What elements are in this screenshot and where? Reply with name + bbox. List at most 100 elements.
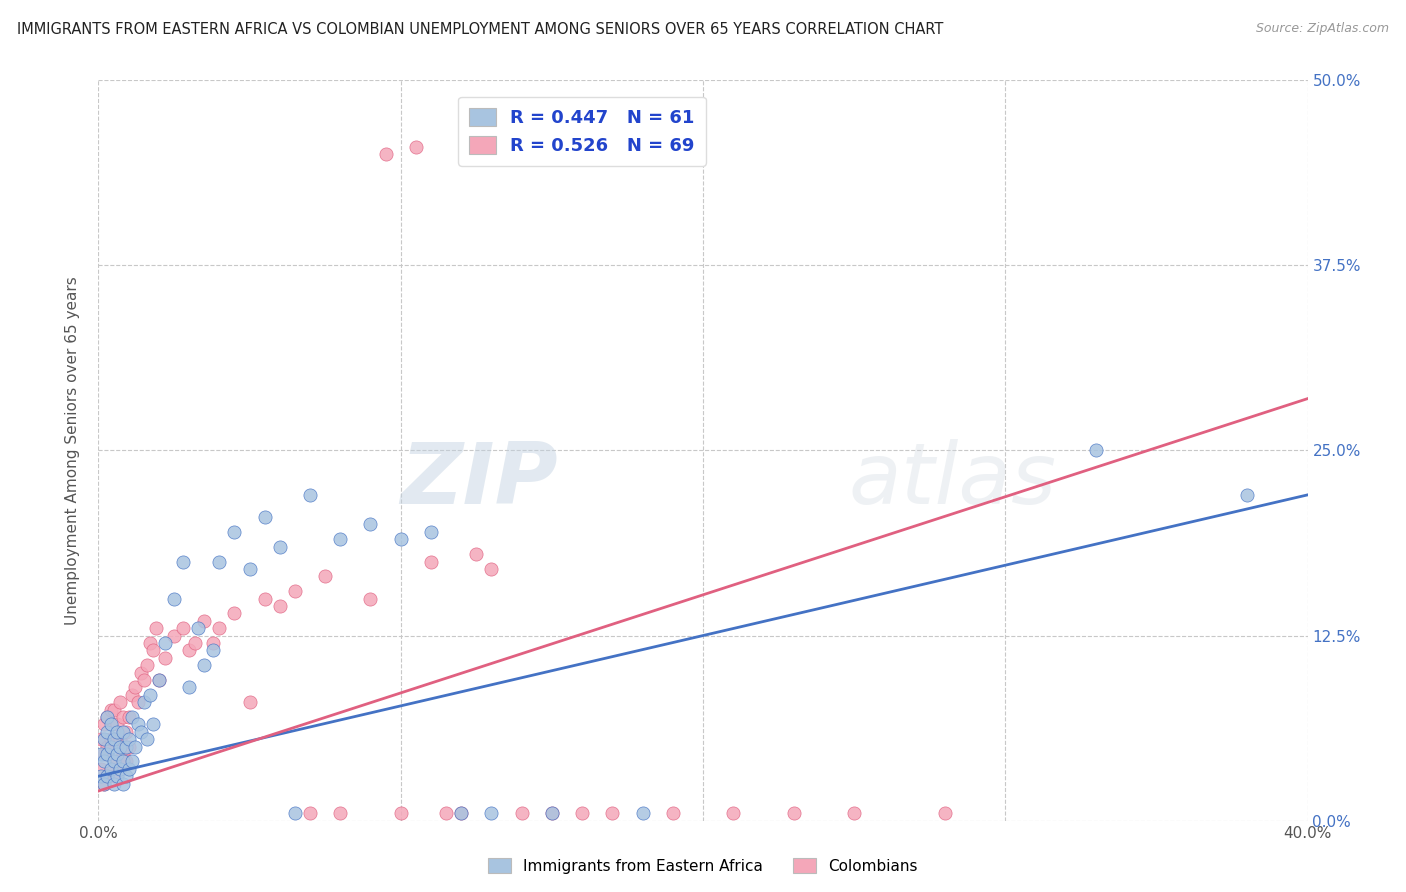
Point [114, 739, 136, 754]
Point [114, 755, 136, 769]
Point [420, 555, 443, 569]
Point [103, 776, 125, 791]
Point [103, 755, 125, 769]
Point [105, 769, 128, 783]
Point [118, 739, 141, 754]
Point [405, 140, 427, 154]
Point [314, 569, 336, 583]
Point [96, 769, 118, 783]
Point [100, 762, 122, 776]
Point [374, 147, 396, 161]
Point [299, 806, 322, 821]
Point [129, 665, 152, 680]
Point [540, 806, 562, 821]
Point [253, 510, 276, 524]
Point [100, 762, 122, 776]
Point [179, 643, 201, 657]
Point [571, 806, 593, 821]
Point [96, 747, 118, 761]
Point [118, 710, 141, 724]
Point [163, 628, 186, 642]
Text: atlas: atlas [848, 439, 1056, 522]
Point [96, 710, 118, 724]
Point [93, 747, 115, 761]
Point [121, 755, 143, 769]
Point [783, 806, 806, 821]
Point [163, 591, 186, 606]
Point [193, 658, 215, 673]
Point [193, 614, 215, 628]
Point [481, 562, 503, 576]
Point [108, 732, 131, 747]
Point [127, 717, 149, 731]
Point [269, 599, 291, 613]
Point [93, 776, 115, 791]
Point [121, 688, 143, 702]
Point [329, 806, 352, 821]
Point [111, 776, 134, 791]
Point [723, 806, 745, 821]
Point [661, 806, 683, 821]
Point [124, 739, 146, 754]
Point [284, 806, 307, 821]
Point [127, 695, 149, 709]
Point [934, 806, 956, 821]
Point [844, 806, 866, 821]
Point [239, 695, 262, 709]
Point [187, 621, 209, 635]
Point [108, 739, 131, 754]
Point [100, 739, 122, 754]
Point [93, 717, 115, 731]
Point [105, 755, 128, 769]
Point [208, 555, 231, 569]
Point [269, 540, 291, 554]
Point [1085, 443, 1108, 458]
Point [93, 732, 115, 747]
Point [90, 732, 112, 747]
Point [93, 755, 115, 769]
Point [420, 524, 443, 539]
Point [299, 488, 322, 502]
Point [142, 717, 165, 731]
Point [103, 732, 125, 747]
Point [389, 533, 412, 547]
Point [93, 776, 115, 791]
Point [111, 724, 134, 739]
Point [114, 769, 136, 783]
Point [100, 703, 122, 717]
Point [481, 806, 503, 821]
Legend: R = 0.447   N = 61, R = 0.526   N = 69: R = 0.447 N = 61, R = 0.526 N = 69 [458, 96, 706, 166]
Point [96, 769, 118, 783]
Point [329, 533, 352, 547]
Point [105, 724, 128, 739]
Point [179, 681, 201, 695]
Point [360, 591, 382, 606]
Point [90, 769, 112, 783]
Point [100, 717, 122, 731]
Point [118, 762, 141, 776]
Point [103, 703, 125, 717]
Point [602, 806, 624, 821]
Point [465, 547, 488, 561]
Point [153, 650, 176, 665]
Point [139, 636, 162, 650]
Point [284, 584, 307, 599]
Point [114, 724, 136, 739]
Point [142, 643, 165, 657]
Point [631, 806, 654, 821]
Point [111, 710, 134, 724]
Point [103, 769, 125, 783]
Point [139, 688, 162, 702]
Point [100, 732, 122, 747]
Point [172, 555, 194, 569]
Point [450, 806, 472, 821]
Text: IMMIGRANTS FROM EASTERN AFRICA VS COLOMBIAN UNEMPLOYMENT AMONG SENIORS OVER 65 Y: IMMIGRANTS FROM EASTERN AFRICA VS COLOMB… [17, 22, 943, 37]
Point [96, 739, 118, 754]
Y-axis label: Unemployment Among Seniors over 65 years: Unemployment Among Seniors over 65 years [65, 277, 80, 624]
Point [202, 636, 225, 650]
Point [434, 806, 457, 821]
Point [224, 524, 246, 539]
Point [118, 732, 141, 747]
Point [132, 673, 155, 687]
Point [540, 806, 562, 821]
